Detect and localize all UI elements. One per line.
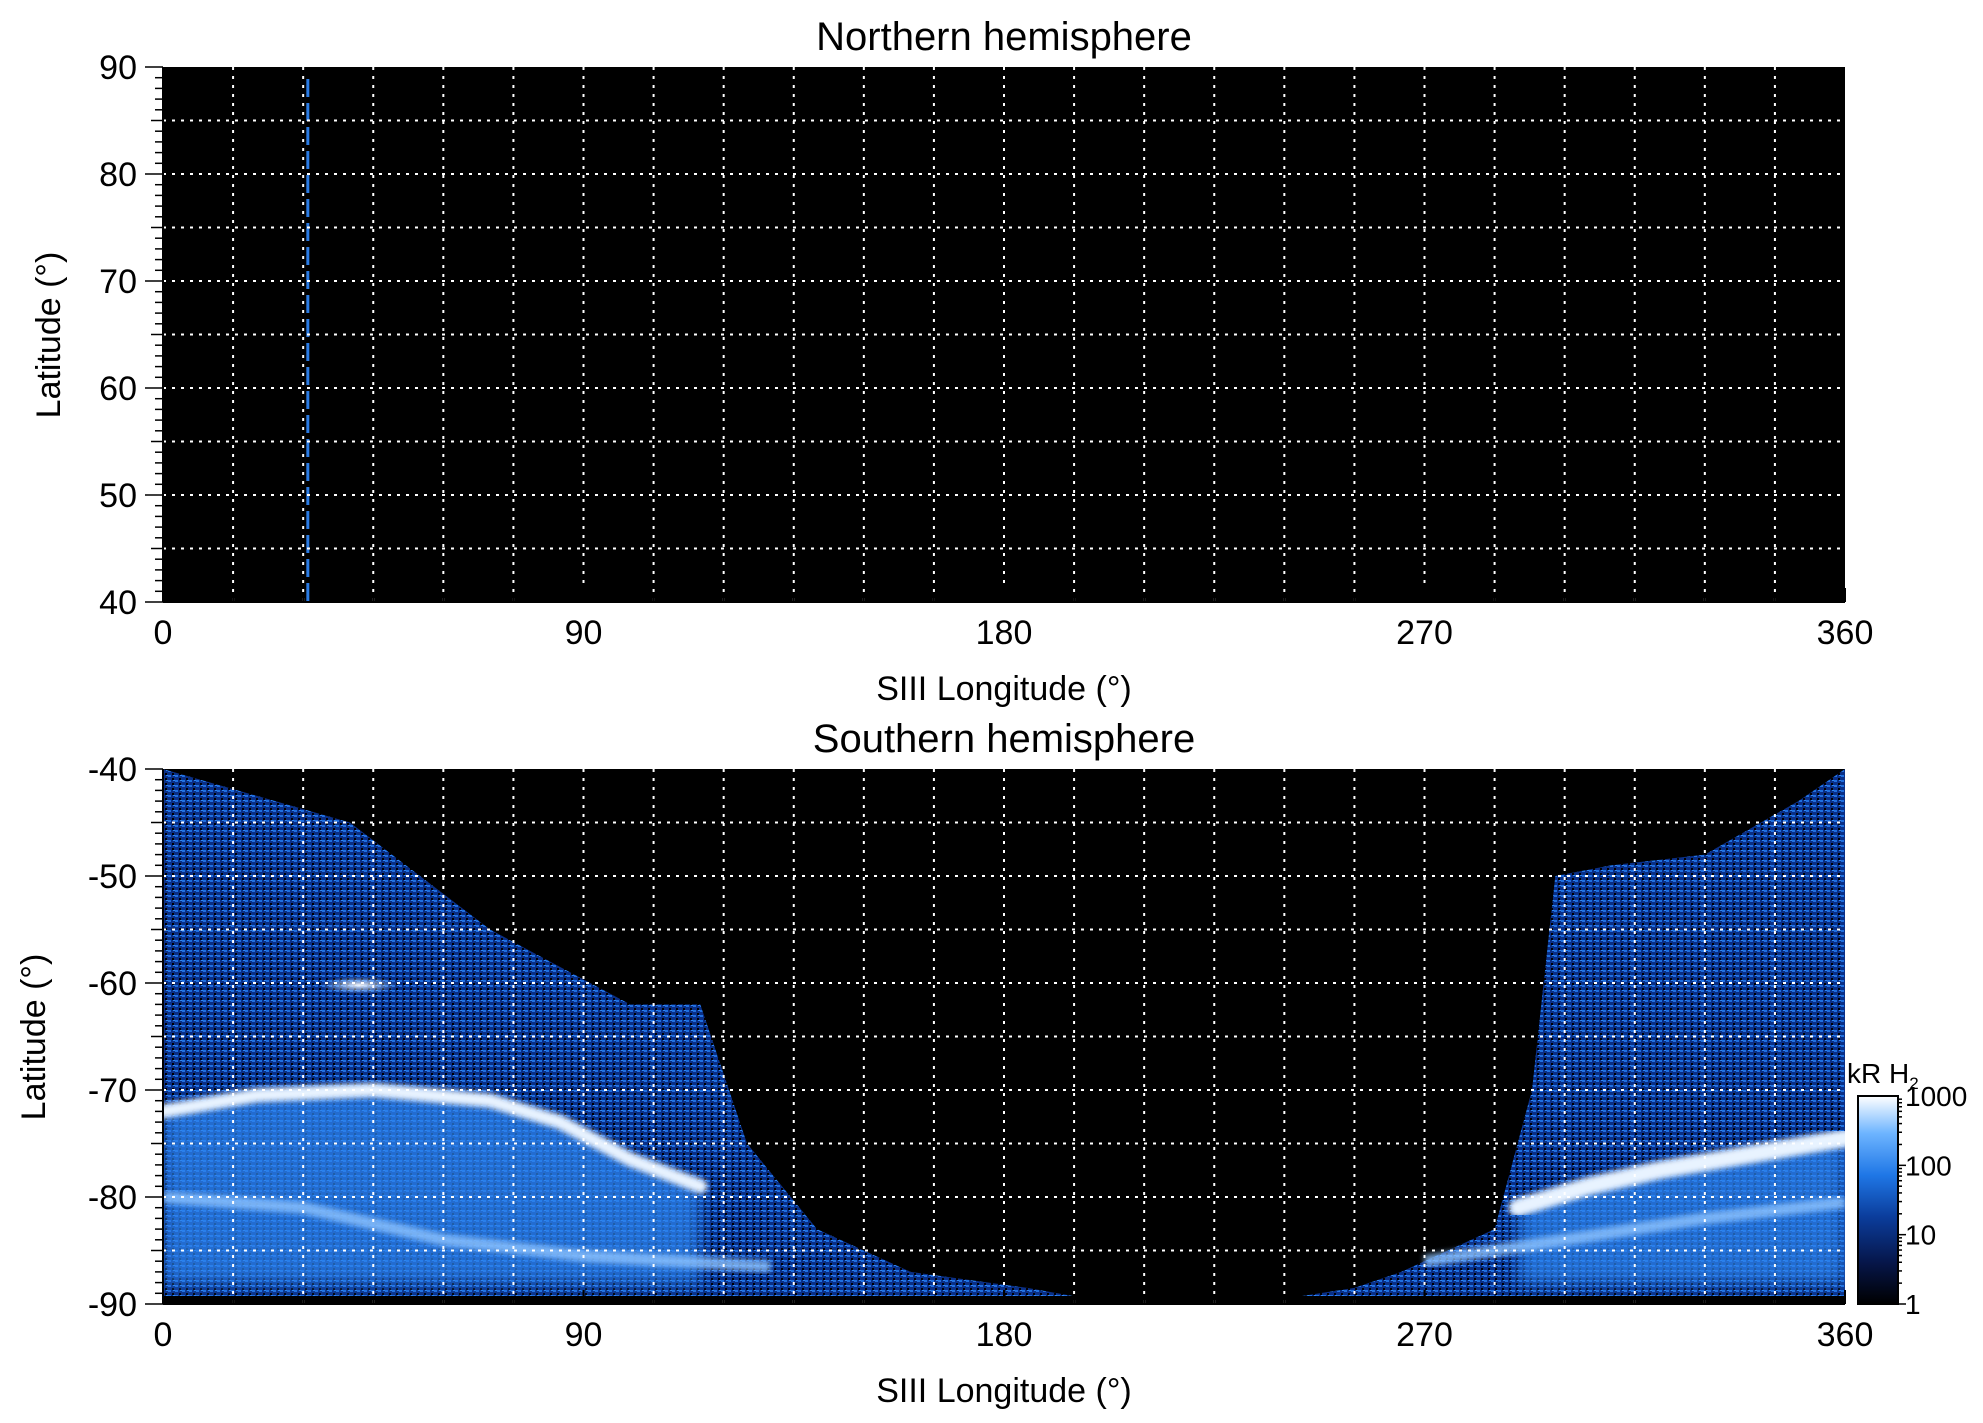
southern-x-axis-label: SIII Longitude (°) [876, 1372, 1132, 1410]
x-tick-label: 360 [1817, 614, 1874, 652]
southern-panel: Southern hemisphere 0 90 180 270 360 -90 -80 -7… [15, 717, 1873, 1410]
northern-title: Northern hemisphere [816, 15, 1192, 59]
y-tick-label: -70 [88, 1072, 137, 1110]
x-tick-label: 0 [154, 1316, 173, 1354]
southern-title: Southern hemisphere [813, 717, 1195, 761]
colorbar-label-main: kR H [1847, 1058, 1909, 1089]
colorbar-tick-label: 100 [1905, 1150, 1952, 1181]
x-tick-label: 180 [976, 614, 1033, 652]
y-tick-label: -80 [88, 1179, 137, 1217]
northern-y-axis-label: Latitude (°) [30, 252, 68, 419]
y-tick-label: 40 [99, 584, 137, 622]
colorbar-ticks: 1000 100 10 1 [1898, 1081, 1967, 1320]
y-tick-label: -90 [88, 1286, 137, 1324]
x-tick-label: 90 [565, 1316, 603, 1354]
colorbar: kR H2 1000 100 10 1 [1847, 1058, 1967, 1320]
colorbar-label-subscript: 2 [1909, 1074, 1918, 1093]
y-tick-label: 70 [99, 263, 137, 301]
y-tick-label: -50 [88, 858, 137, 896]
diffuse-emission-left [163, 1090, 701, 1284]
northern-x-axis-label: SIII Longitude (°) [876, 670, 1132, 708]
colorbar-label: kR H2 [1847, 1058, 1919, 1093]
southern-y-axis-label: Latitude (°) [15, 954, 53, 1121]
y-tick-label: -60 [88, 965, 137, 1003]
x-tick-label: 270 [1396, 614, 1453, 652]
y-tick-label: 90 [99, 49, 137, 87]
diffuse-emission-right [1517, 1138, 1845, 1284]
x-tick-label: 90 [565, 614, 603, 652]
y-tick-label: 60 [99, 370, 137, 408]
northern-panel: Northern hemisphere 0 90 180 270 360 40 50 60 70… [30, 15, 1873, 708]
bright-spot [319, 976, 400, 995]
colorbar-tick-label: 10 [1905, 1220, 1936, 1251]
x-tick-label: 180 [976, 1316, 1033, 1354]
x-tick-label: 360 [1817, 1316, 1874, 1354]
colorbar-tick-label: 1000 [1905, 1081, 1967, 1112]
x-tick-label: 270 [1396, 1316, 1453, 1354]
northern-axes: 0 90 180 270 360 40 50 60 70 80 90 [99, 49, 1873, 652]
colorbar-gradient [1857, 1095, 1899, 1305]
y-tick-label: 80 [99, 156, 137, 194]
colorbar-tick-label: 1 [1905, 1289, 1921, 1320]
main-oval-left [163, 1082, 708, 1194]
x-tick-label: 0 [154, 614, 173, 652]
northern-grid [163, 67, 1845, 602]
y-tick-label: 50 [99, 477, 137, 515]
southern-axes: 0 90 180 270 360 -90 -80 -70 -60 -50 -40 [88, 751, 1874, 1354]
y-tick-label: -40 [88, 751, 137, 789]
southern-grid [163, 769, 1845, 1304]
